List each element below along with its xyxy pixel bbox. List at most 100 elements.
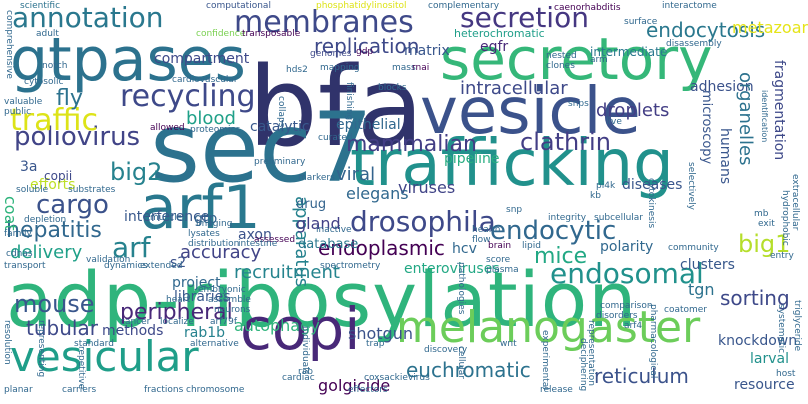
word: deciphering	[578, 338, 588, 392]
word: kb	[590, 191, 601, 201]
word: droplets	[596, 100, 670, 121]
word: subcellular	[594, 213, 644, 223]
word: substrates	[68, 185, 116, 195]
word: snps	[568, 99, 589, 109]
word: wnt	[500, 339, 517, 349]
word: mb	[754, 209, 769, 219]
word: rab1b	[184, 325, 226, 341]
word: collapse	[276, 96, 286, 133]
word: rab	[298, 367, 313, 377]
word: heterochromatic	[454, 27, 545, 40]
word: polarity	[600, 239, 654, 255]
word: effectors	[348, 385, 388, 395]
word: arf	[112, 231, 151, 264]
word: soluble	[16, 185, 49, 195]
word: brain	[488, 241, 512, 251]
word: dynamics	[104, 261, 148, 271]
word: cargo	[36, 190, 109, 220]
word: mice	[534, 244, 588, 269]
word: fragmentation	[771, 60, 787, 161]
word: database	[298, 237, 359, 252]
word: secretion	[460, 1, 589, 34]
word: drosophila	[350, 205, 496, 238]
word: membranes	[234, 5, 414, 40]
word: intracellular	[460, 78, 568, 99]
word: coatomer	[664, 305, 708, 315]
word: localize	[160, 317, 194, 327]
word: humans	[717, 128, 733, 185]
word: assessed	[254, 235, 296, 245]
word: pi4k	[596, 181, 616, 191]
word: cytosolic	[24, 77, 64, 87]
word: hcv	[452, 241, 477, 257]
word: tgn	[688, 280, 715, 299]
word: hepatitis	[6, 218, 102, 243]
word: comprehensive	[4, 10, 14, 79]
word: recycling	[120, 79, 256, 114]
word: catalytic	[250, 119, 310, 135]
word: endoplasmic	[318, 236, 445, 260]
word: mass	[392, 63, 416, 73]
word: arm	[590, 55, 608, 65]
word: preliminary	[254, 157, 306, 167]
word: egfr	[480, 39, 509, 55]
word: transposable	[242, 29, 301, 39]
word: release	[540, 385, 573, 395]
word: efforts	[30, 177, 76, 193]
word: gland	[296, 214, 341, 233]
word: entry	[770, 251, 794, 261]
word: systematic	[776, 304, 786, 354]
word: public	[4, 107, 32, 117]
word: 3a	[20, 159, 38, 175]
word: elegans	[346, 184, 409, 203]
word: disorders	[596, 311, 638, 321]
word: epithelial	[336, 117, 401, 133]
word: valuable	[4, 97, 43, 107]
word: representing	[36, 320, 46, 378]
word: blood	[186, 108, 236, 129]
word: cardiac	[282, 373, 315, 383]
word: individuals	[300, 326, 310, 375]
word: markers	[298, 173, 335, 183]
word: traffic	[10, 103, 98, 138]
word: interactome	[662, 1, 717, 11]
word: copi	[240, 295, 361, 363]
word: arf4	[624, 321, 643, 331]
word: delivery	[10, 242, 83, 263]
word: health	[472, 225, 501, 235]
word: heart	[166, 295, 190, 305]
word: lipid	[522, 241, 541, 251]
word: extended	[140, 261, 183, 271]
word: phosphatidylinositol	[316, 1, 407, 11]
word: computational	[206, 1, 271, 11]
word: gtp	[194, 211, 218, 227]
word: confidence	[196, 29, 246, 39]
word: peripheral	[120, 300, 233, 325]
word: autophagy	[234, 316, 320, 335]
word: exit	[758, 219, 775, 229]
word: finishing	[344, 82, 354, 121]
word: diseases	[622, 177, 683, 193]
word: matrix	[404, 43, 450, 59]
word: gtpases	[10, 25, 246, 95]
word: pipeline	[444, 151, 500, 167]
word: clusters	[680, 257, 735, 273]
word: planar	[4, 385, 33, 395]
word: shotgun	[348, 324, 413, 343]
word: selectively	[686, 162, 696, 210]
word: accuracy	[180, 242, 262, 263]
word: family	[4, 229, 32, 239]
word: community	[668, 243, 719, 253]
word: validation	[86, 255, 131, 265]
word: adhesion	[690, 79, 754, 95]
word: gdp	[356, 47, 374, 57]
word: viruses	[398, 178, 456, 197]
word: caenorhabditis	[554, 3, 621, 13]
word: endosomal	[550, 257, 704, 290]
word: s2	[170, 255, 187, 271]
word: chromosome	[186, 385, 245, 395]
word: project	[172, 275, 221, 291]
word: compartment	[154, 51, 250, 67]
word: extracellular	[790, 174, 800, 231]
